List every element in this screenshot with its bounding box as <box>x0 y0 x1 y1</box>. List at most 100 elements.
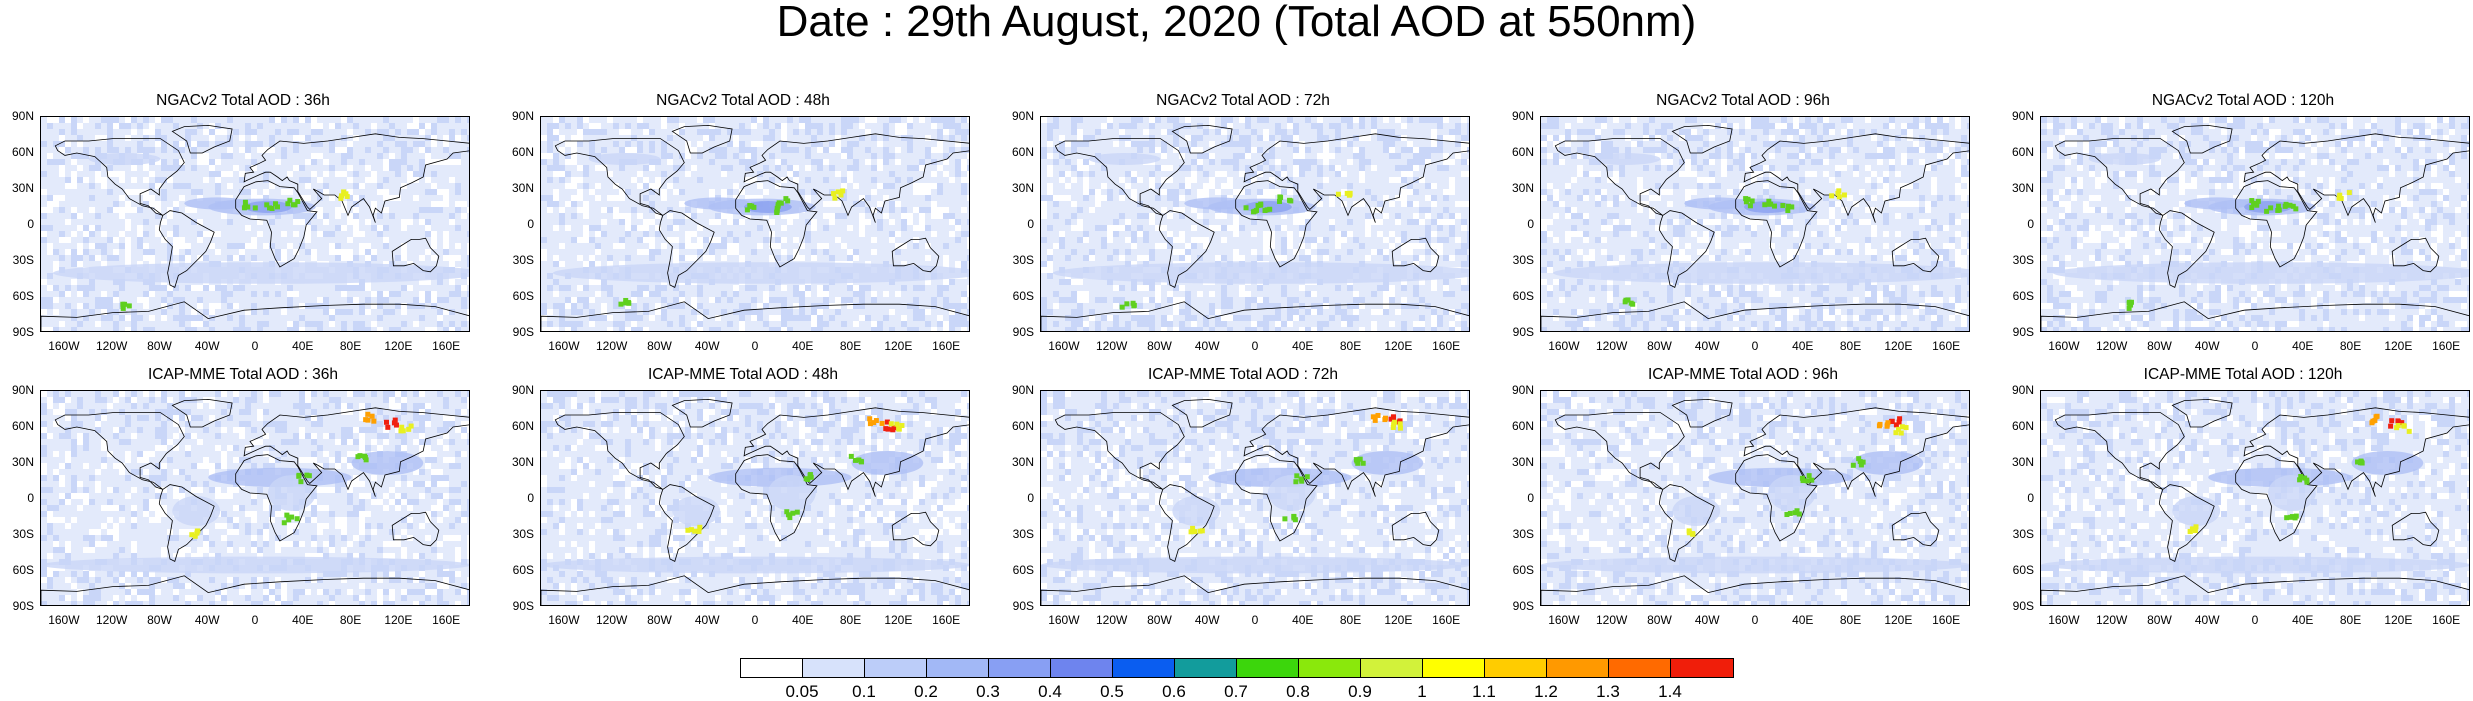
lon-tick-label: 160W <box>2048 613 2080 627</box>
australia-outline <box>1891 511 1940 547</box>
panel-title: NGACv2 Total AOD : 96h <box>1656 92 1830 109</box>
lon-tick-label: 80E <box>1339 339 1362 353</box>
map-panel: NGACv2 Total AOD : 96h 90N 60N 30N 0 30S 60S 90… <box>1508 92 1978 362</box>
aod-map <box>1040 116 1470 332</box>
africa-outline <box>735 180 818 268</box>
lat-tick-label: 30N <box>11 181 34 195</box>
lon-tick-label: 160W <box>548 613 580 627</box>
colorbar-swatch <box>1051 659 1113 677</box>
lon-tick-label: 40W <box>2194 339 2220 353</box>
lat-tick-label: 30N <box>1511 181 1534 195</box>
aod-map <box>540 116 970 332</box>
africa-outline <box>2235 454 2318 542</box>
lat-tick-label: 60N <box>511 145 534 159</box>
lat-tick-label: 30S <box>1512 253 1534 267</box>
greenland-outline <box>2171 124 2233 154</box>
lon-tick-label: 80W <box>647 613 672 627</box>
lat-tick-label: 60S <box>1012 563 1034 577</box>
greenland-outline <box>171 398 233 428</box>
lon-tick-label: 120W <box>2095 339 2128 353</box>
colorbar-label: 0.6 <box>1162 682 1186 701</box>
lat-tick-label: 60S <box>2012 563 2034 577</box>
lon-tick-label: 120E <box>1384 613 1413 627</box>
lon-tick-label: 160W <box>1048 339 1080 353</box>
lat-tick-label: 90S <box>2012 325 2034 339</box>
lon-tick-label: 40W <box>1694 339 1720 353</box>
lon-tick-label: 40E <box>1292 613 1314 627</box>
lon-tick-label: 120W <box>1595 613 1628 627</box>
south-america-outline <box>1158 210 1215 288</box>
panel-title: ICAP-MME Total AOD : 96h <box>1647 366 1839 383</box>
south-america-outline <box>158 484 215 562</box>
lon-tick-label: 160E <box>2432 613 2461 627</box>
lat-tick-label: 90S <box>1012 599 1034 613</box>
lon-tick-label: 0 <box>1251 339 1259 353</box>
map-panel: ICAP-MME Total AOD : 96h 90N 60N 30N 0 30S 60S… <box>1508 366 1978 636</box>
lon-tick-label: 0 <box>2251 339 2259 353</box>
colorbar-label: 0.4 <box>1038 682 1062 701</box>
lat-tick-label: 90S <box>12 599 34 613</box>
lat-tick-label: 60N <box>11 419 34 433</box>
lon-tick-label: 40E <box>792 613 814 627</box>
map-panel: ICAP-MME Total AOD : 72h 90N 60N 30N 0 30S 60S… <box>1008 366 1478 636</box>
lon-tick-label: 120W <box>595 339 628 353</box>
lon-tick-label: 80W <box>647 339 672 353</box>
lon-tick-label: 160W <box>548 339 580 353</box>
lat-tick-label: 30N <box>1511 455 1534 469</box>
lon-tick-label: 120W <box>2095 613 2128 627</box>
lon-tick-label: 40E <box>2292 613 2314 627</box>
greenland-outline <box>1671 124 1733 154</box>
australia-outline <box>1391 237 1440 273</box>
eurasia-outline <box>1243 407 1469 497</box>
south-america-outline <box>2158 484 2215 562</box>
lat-tick-label: 60N <box>511 419 534 433</box>
panel-title: NGACv2 Total AOD : 36h <box>156 92 330 109</box>
lon-tick-label: 40W <box>2194 613 2220 627</box>
lat-tick-label: 60N <box>1511 145 1534 159</box>
lat-tick-label: 0 <box>527 491 534 505</box>
lon-tick-label: 80E <box>1839 339 1862 353</box>
lon-tick-label: 120W <box>1595 339 1628 353</box>
lon-tick-label: 40W <box>194 339 220 353</box>
lon-tick-label: 80E <box>2339 613 2362 627</box>
lon-tick-label: 120W <box>95 339 128 353</box>
lon-tick-label: 80W <box>147 339 172 353</box>
panel-title: ICAP-MME Total AOD : 72h <box>1147 366 1339 383</box>
antarctica-outline <box>1041 301 1469 331</box>
lon-tick-label: 80E <box>839 339 862 353</box>
colorbar-label: 0.05 <box>785 682 819 701</box>
antarctica-outline <box>541 301 969 331</box>
lon-tick-label: 40W <box>1194 613 1220 627</box>
lat-tick-label: 30N <box>2011 181 2034 195</box>
lat-tick-label: 90S <box>512 599 534 613</box>
antarctica-outline <box>1041 575 1469 605</box>
lon-tick-label: 120E <box>2384 339 2413 353</box>
lat-tick-label: 60S <box>1512 289 1534 303</box>
antarctica-outline <box>41 301 469 331</box>
lat-tick-label: 60N <box>2011 419 2034 433</box>
lat-tick-label: 30S <box>2012 527 2034 541</box>
colorbar-label: 0.1 <box>852 682 876 701</box>
africa-outline <box>235 180 318 268</box>
lon-tick-label: 120E <box>1884 339 1913 353</box>
colorbar-swatch <box>1609 659 1671 677</box>
lat-tick-label: 30N <box>1011 455 1034 469</box>
aod-map <box>540 390 970 606</box>
map-panel: NGACv2 Total AOD : 36h 90N 60N 30N 0 30S 60S 90… <box>8 92 478 362</box>
colorbar-swatch <box>1423 659 1485 677</box>
lon-tick-label: 120W <box>595 613 628 627</box>
lon-tick-label: 80W <box>147 613 172 627</box>
panel-title: NGACv2 Total AOD : 72h <box>1156 92 1330 109</box>
eurasia-outline <box>243 407 469 497</box>
colorbar-label: 0.5 <box>1100 682 1124 701</box>
colorbar-swatch <box>1299 659 1361 677</box>
lat-tick-label: 30S <box>12 527 34 541</box>
lon-tick-label: 0 <box>251 613 259 627</box>
lat-tick-label: 90S <box>2012 599 2034 613</box>
lon-tick-label: 120E <box>384 339 413 353</box>
lat-tick-label: 0 <box>27 491 34 505</box>
lon-tick-label: 80E <box>1339 613 1362 627</box>
lon-tick-label: 160W <box>1548 613 1580 627</box>
lon-tick-label: 80W <box>2147 339 2172 353</box>
colorbar-swatch <box>803 659 865 677</box>
